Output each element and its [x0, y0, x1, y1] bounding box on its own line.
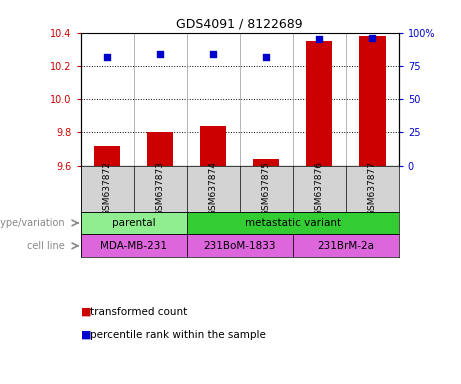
Text: transformed count: transformed count — [90, 307, 187, 317]
Text: 231BrM-2a: 231BrM-2a — [317, 241, 374, 251]
Bar — [200, 126, 226, 166]
Text: cell line: cell line — [27, 241, 65, 251]
Bar — [253, 159, 279, 166]
Bar — [94, 146, 120, 166]
Text: ■: ■ — [81, 307, 95, 317]
Text: 231BoM-1833: 231BoM-1833 — [203, 241, 276, 251]
Text: GSM637875: GSM637875 — [262, 161, 271, 216]
Point — [103, 53, 111, 60]
Bar — [293, 234, 399, 257]
Text: parental: parental — [112, 218, 155, 228]
Point — [315, 36, 323, 42]
Text: GSM637872: GSM637872 — [103, 161, 112, 216]
Bar — [187, 234, 293, 257]
Bar — [359, 36, 385, 166]
Point — [368, 35, 376, 41]
Text: ■: ■ — [81, 330, 95, 340]
Point — [156, 51, 164, 57]
Text: GSM637874: GSM637874 — [209, 161, 218, 216]
Bar — [306, 41, 332, 166]
Bar — [147, 132, 173, 166]
Text: GSM637873: GSM637873 — [156, 161, 165, 216]
Title: GDS4091 / 8122689: GDS4091 / 8122689 — [177, 17, 303, 30]
Point — [209, 51, 217, 57]
Text: MDA-MB-231: MDA-MB-231 — [100, 241, 167, 251]
Text: percentile rank within the sample: percentile rank within the sample — [90, 330, 266, 340]
Point — [262, 53, 270, 60]
Text: GSM637877: GSM637877 — [368, 161, 377, 216]
Bar — [81, 212, 187, 234]
Text: genotype/variation: genotype/variation — [0, 218, 65, 228]
Text: metastatic variant: metastatic variant — [245, 218, 341, 228]
Bar — [187, 212, 399, 234]
Text: GSM637876: GSM637876 — [315, 161, 324, 216]
Bar — [81, 234, 187, 257]
